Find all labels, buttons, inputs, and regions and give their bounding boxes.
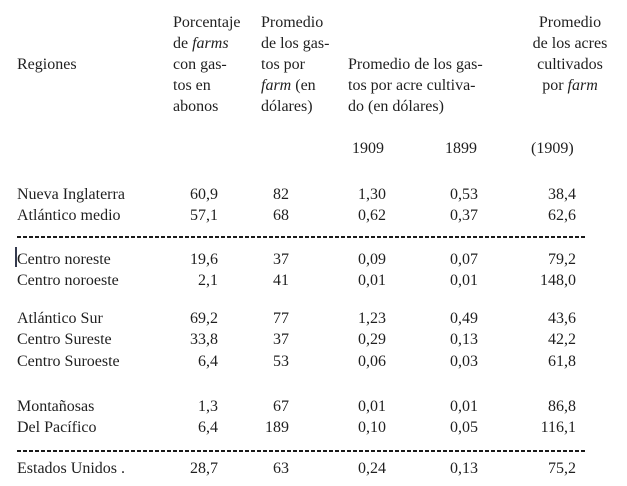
table-row: Centro noreste 19,6 37 0,09 0,07 79,2 xyxy=(0,249,627,270)
header-line: do (en dólares) xyxy=(348,98,444,115)
subheader-year-1899: 1899 xyxy=(445,140,477,157)
header-line: por farm xyxy=(542,77,598,94)
dashed-separator xyxy=(17,450,585,452)
per-acre-1899-value: 0,49 xyxy=(450,310,478,327)
header-line: Promedio xyxy=(261,14,324,31)
per-farm-value: 53 xyxy=(273,353,289,370)
per-acre-1909-value: 0,01 xyxy=(358,272,386,289)
per-acre-1909-value: 0,06 xyxy=(358,353,386,370)
column-header-expense-per-farm: Promedio de los gas- tos por farm (en dó… xyxy=(261,12,329,117)
header-line: Promedio de los gas- xyxy=(348,56,483,73)
per-acre-1909-value: 0,24 xyxy=(358,460,386,477)
pct-value: 69,2 xyxy=(190,310,218,327)
per-acre-1909-value: 1,23 xyxy=(358,310,386,327)
region-name: Atlántico Sur xyxy=(17,310,103,327)
per-acre-1899-value: 0,07 xyxy=(450,251,478,268)
pct-value: 6,4 xyxy=(198,419,218,436)
pct-value: 6,4 xyxy=(198,353,218,370)
per-acre-1899-value: 0,03 xyxy=(450,353,478,370)
region-name: Estados Unidos . xyxy=(17,460,125,477)
region-name: Atlántico medio xyxy=(17,207,121,224)
subheader-year-1909-paren: (1909) xyxy=(531,140,574,157)
table-row: Del Pacífico 6,4 189 0,10 0,05 116,1 xyxy=(0,417,627,438)
column-header-regions: Regiones xyxy=(17,56,77,73)
acres-value: 116,1 xyxy=(540,419,576,436)
acres-value: 86,8 xyxy=(548,398,576,415)
per-farm-value: 37 xyxy=(273,251,289,268)
region-name: Centro Sureste xyxy=(17,331,112,348)
pct-value: 57,1 xyxy=(190,207,218,224)
text-cursor xyxy=(15,247,17,267)
per-acre-1899-value: 0,53 xyxy=(450,186,478,203)
table-total-row: Estados Unidos . 28,7 63 0,24 0,13 75,2 xyxy=(0,458,627,479)
per-farm-value: 63 xyxy=(273,460,289,477)
pct-value: 60,9 xyxy=(190,186,218,203)
per-farm-value: 67 xyxy=(273,398,289,415)
per-acre-1899-value: 0,13 xyxy=(450,331,478,348)
acres-value: 38,4 xyxy=(548,186,576,203)
header-line: dólares) xyxy=(261,98,313,115)
per-acre-1899-value: 0,01 xyxy=(450,398,478,415)
per-acre-1909-value: 0,01 xyxy=(358,398,386,415)
header-line: tos por xyxy=(261,56,305,73)
region-name: Centro noreste xyxy=(17,251,111,268)
pct-value: 33,8 xyxy=(190,331,218,348)
per-farm-value: 189 xyxy=(265,419,289,436)
per-acre-1899-value: 0,37 xyxy=(450,207,478,224)
header-line: Porcentaje xyxy=(173,14,241,31)
header-line: tos en xyxy=(173,77,211,94)
header-line: cultivados xyxy=(537,56,603,73)
table-row: Montañosas 1,3 67 0,01 0,01 86,8 xyxy=(0,396,627,417)
header-line: farm (en xyxy=(261,77,316,94)
table-row: Centro Suroeste 6,4 53 0,06 0,03 61,8 xyxy=(0,351,627,372)
acres-value: 43,6 xyxy=(548,310,576,327)
header-line: de farms xyxy=(173,35,229,52)
column-header-acres-per-farm: Promedio de los acres cultivados por far… xyxy=(524,12,616,96)
table-row: Centro noroeste 2,1 41 0,01 0,01 148,0 xyxy=(0,270,627,291)
per-farm-value: 41 xyxy=(273,272,289,289)
header-line: de los acres xyxy=(532,35,608,52)
per-farm-value: 68 xyxy=(273,207,289,224)
table-row: Atlántico medio 57,1 68 0,62 0,37 62,6 xyxy=(0,205,627,226)
region-name: Centro noroeste xyxy=(17,272,119,289)
header-line: abonos xyxy=(173,98,219,115)
pct-value: 2,1 xyxy=(198,272,218,289)
acres-value: 148,0 xyxy=(540,272,576,289)
column-header-pct-farms: Porcentaje de farms con gas- tos en abon… xyxy=(173,12,241,117)
per-acre-1909-value: 0,09 xyxy=(358,251,386,268)
per-acre-1909-value: 0,29 xyxy=(358,331,386,348)
acres-value: 61,8 xyxy=(548,353,576,370)
acres-value: 79,2 xyxy=(548,251,576,268)
acres-value: 42,2 xyxy=(548,331,576,348)
table-row: Centro Sureste 33,8 37 0,29 0,13 42,2 xyxy=(0,329,627,350)
acres-value: 62,6 xyxy=(548,207,576,224)
per-acre-1909-value: 0,10 xyxy=(358,419,386,436)
per-acre-1899-value: 0,01 xyxy=(450,272,478,289)
per-acre-1909-value: 0,62 xyxy=(358,207,386,224)
header-line: Promedio xyxy=(538,14,602,31)
per-farm-value: 82 xyxy=(273,186,289,203)
table-row: Nueva Inglaterra 60,9 82 1,30 0,53 38,4 xyxy=(0,184,627,205)
pct-value: 1,3 xyxy=(198,398,218,415)
region-name: Del Pacífico xyxy=(17,419,97,436)
table-row: Atlántico Sur 69,2 77 1,23 0,49 43,6 xyxy=(0,308,627,329)
per-acre-1899-value: 0,13 xyxy=(450,460,478,477)
region-name: Montañosas xyxy=(17,398,95,415)
header-line: tos por acre cultiva- xyxy=(348,77,476,94)
acres-value: 75,2 xyxy=(548,460,576,477)
per-farm-value: 77 xyxy=(273,310,289,327)
dashed-separator xyxy=(17,236,585,238)
subheader-year-1909: 1909 xyxy=(352,140,384,157)
per-acre-1899-value: 0,05 xyxy=(450,419,478,436)
pct-value: 28,7 xyxy=(190,460,218,477)
pct-value: 19,6 xyxy=(190,251,218,268)
header-line: con gas- xyxy=(173,56,227,73)
region-name: Nueva Inglaterra xyxy=(17,186,125,203)
header-line: de los gas- xyxy=(261,35,330,52)
per-acre-1909-value: 1,30 xyxy=(358,186,386,203)
region-name: Centro Suroeste xyxy=(17,353,120,370)
column-header-expense-per-acre: Promedio de los gas- tos por acre cultiv… xyxy=(348,54,483,117)
per-farm-value: 37 xyxy=(273,331,289,348)
